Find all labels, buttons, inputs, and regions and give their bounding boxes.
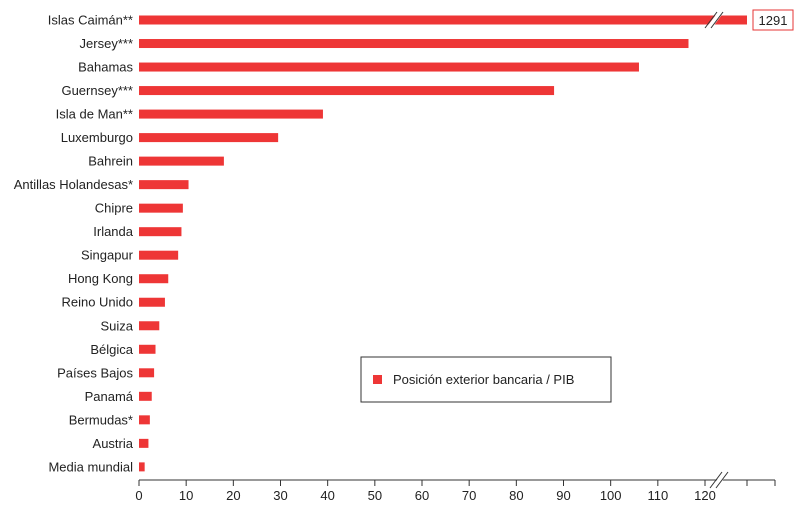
break-slash bbox=[704, 11, 718, 29]
bar bbox=[139, 62, 639, 72]
category-label: Bélgica bbox=[90, 342, 133, 357]
bar bbox=[139, 86, 555, 96]
category-label: Luxemburgo bbox=[61, 130, 133, 145]
break-slash bbox=[715, 471, 729, 489]
break-slash bbox=[709, 471, 723, 489]
category-label: Islas Caimán** bbox=[48, 13, 133, 28]
x-tick-label: 20 bbox=[226, 488, 240, 503]
break-value-label: 1291 bbox=[759, 13, 788, 28]
break-value-box bbox=[752, 9, 794, 31]
legend-label: Posición exterior bancaria / PIB bbox=[393, 372, 574, 387]
category-label: Guernsey*** bbox=[61, 83, 133, 98]
bar bbox=[139, 39, 689, 49]
category-labels: Islas Caimán** Jersey*** Bahamas Guernsey**… bbox=[14, 13, 134, 475]
x-tick-label: 0 bbox=[135, 488, 142, 503]
bar bbox=[139, 297, 165, 307]
category-label: Antillas Holandesas* bbox=[14, 177, 133, 192]
x-tick-label: 100 bbox=[600, 488, 622, 503]
bar bbox=[139, 133, 279, 143]
category-label: Singapur bbox=[81, 248, 134, 263]
legend-swatch bbox=[373, 375, 382, 384]
category-label: Isla de Man** bbox=[56, 107, 133, 122]
bar bbox=[139, 250, 179, 260]
bar bbox=[139, 391, 152, 401]
x-tick-label: 80 bbox=[509, 488, 523, 503]
legend: Posición exterior bancaria / PIB bbox=[360, 356, 612, 403]
bar bbox=[139, 344, 156, 354]
legend-box bbox=[360, 356, 612, 403]
category-label: Reino Unido bbox=[61, 295, 133, 310]
category-label: Hong Kong bbox=[68, 271, 133, 286]
bar bbox=[139, 368, 155, 378]
bar bbox=[139, 109, 323, 119]
category-label: Chipre bbox=[95, 201, 133, 216]
category-label: Suiza bbox=[100, 318, 133, 333]
x-tick-label: 10 bbox=[179, 488, 193, 503]
x-tick-label: 120 bbox=[694, 488, 716, 503]
bar bbox=[139, 227, 182, 237]
category-label: Irlanda bbox=[93, 224, 134, 239]
category-label: Bahamas bbox=[78, 60, 133, 75]
break-slash bbox=[710, 11, 724, 29]
bar bbox=[139, 156, 224, 166]
x-tick-label: 70 bbox=[462, 488, 476, 503]
category-label: Panamá bbox=[85, 389, 134, 404]
x-tick-label: 60 bbox=[415, 488, 429, 503]
bar bbox=[139, 415, 150, 425]
bar bbox=[139, 203, 183, 213]
axis-break-marks: 1291 bbox=[704, 9, 794, 489]
x-tick-label: 110 bbox=[647, 488, 668, 503]
category-label: Austria bbox=[93, 436, 134, 451]
x-tick-label: 50 bbox=[368, 488, 382, 503]
bar bbox=[139, 274, 169, 284]
category-label: Media mundial bbox=[48, 459, 133, 474]
bar bbox=[139, 321, 160, 331]
x-tick-label: 30 bbox=[273, 488, 287, 503]
bar bbox=[139, 438, 149, 448]
bar bbox=[139, 180, 189, 190]
category-label: Bahrein bbox=[88, 154, 133, 169]
category-label: Jersey*** bbox=[80, 36, 133, 51]
x-tick-label: 90 bbox=[556, 488, 570, 503]
bar bbox=[139, 15, 747, 25]
x-tick-label: 40 bbox=[320, 488, 334, 503]
bar bbox=[139, 462, 145, 472]
x-axis: 0 10 20 30 40 50 60 70 80 90 100 110 120 bbox=[135, 479, 776, 503]
category-label: Países Bajos bbox=[57, 365, 133, 380]
category-label: Bermudas* bbox=[69, 412, 133, 427]
bars-group bbox=[139, 15, 747, 472]
